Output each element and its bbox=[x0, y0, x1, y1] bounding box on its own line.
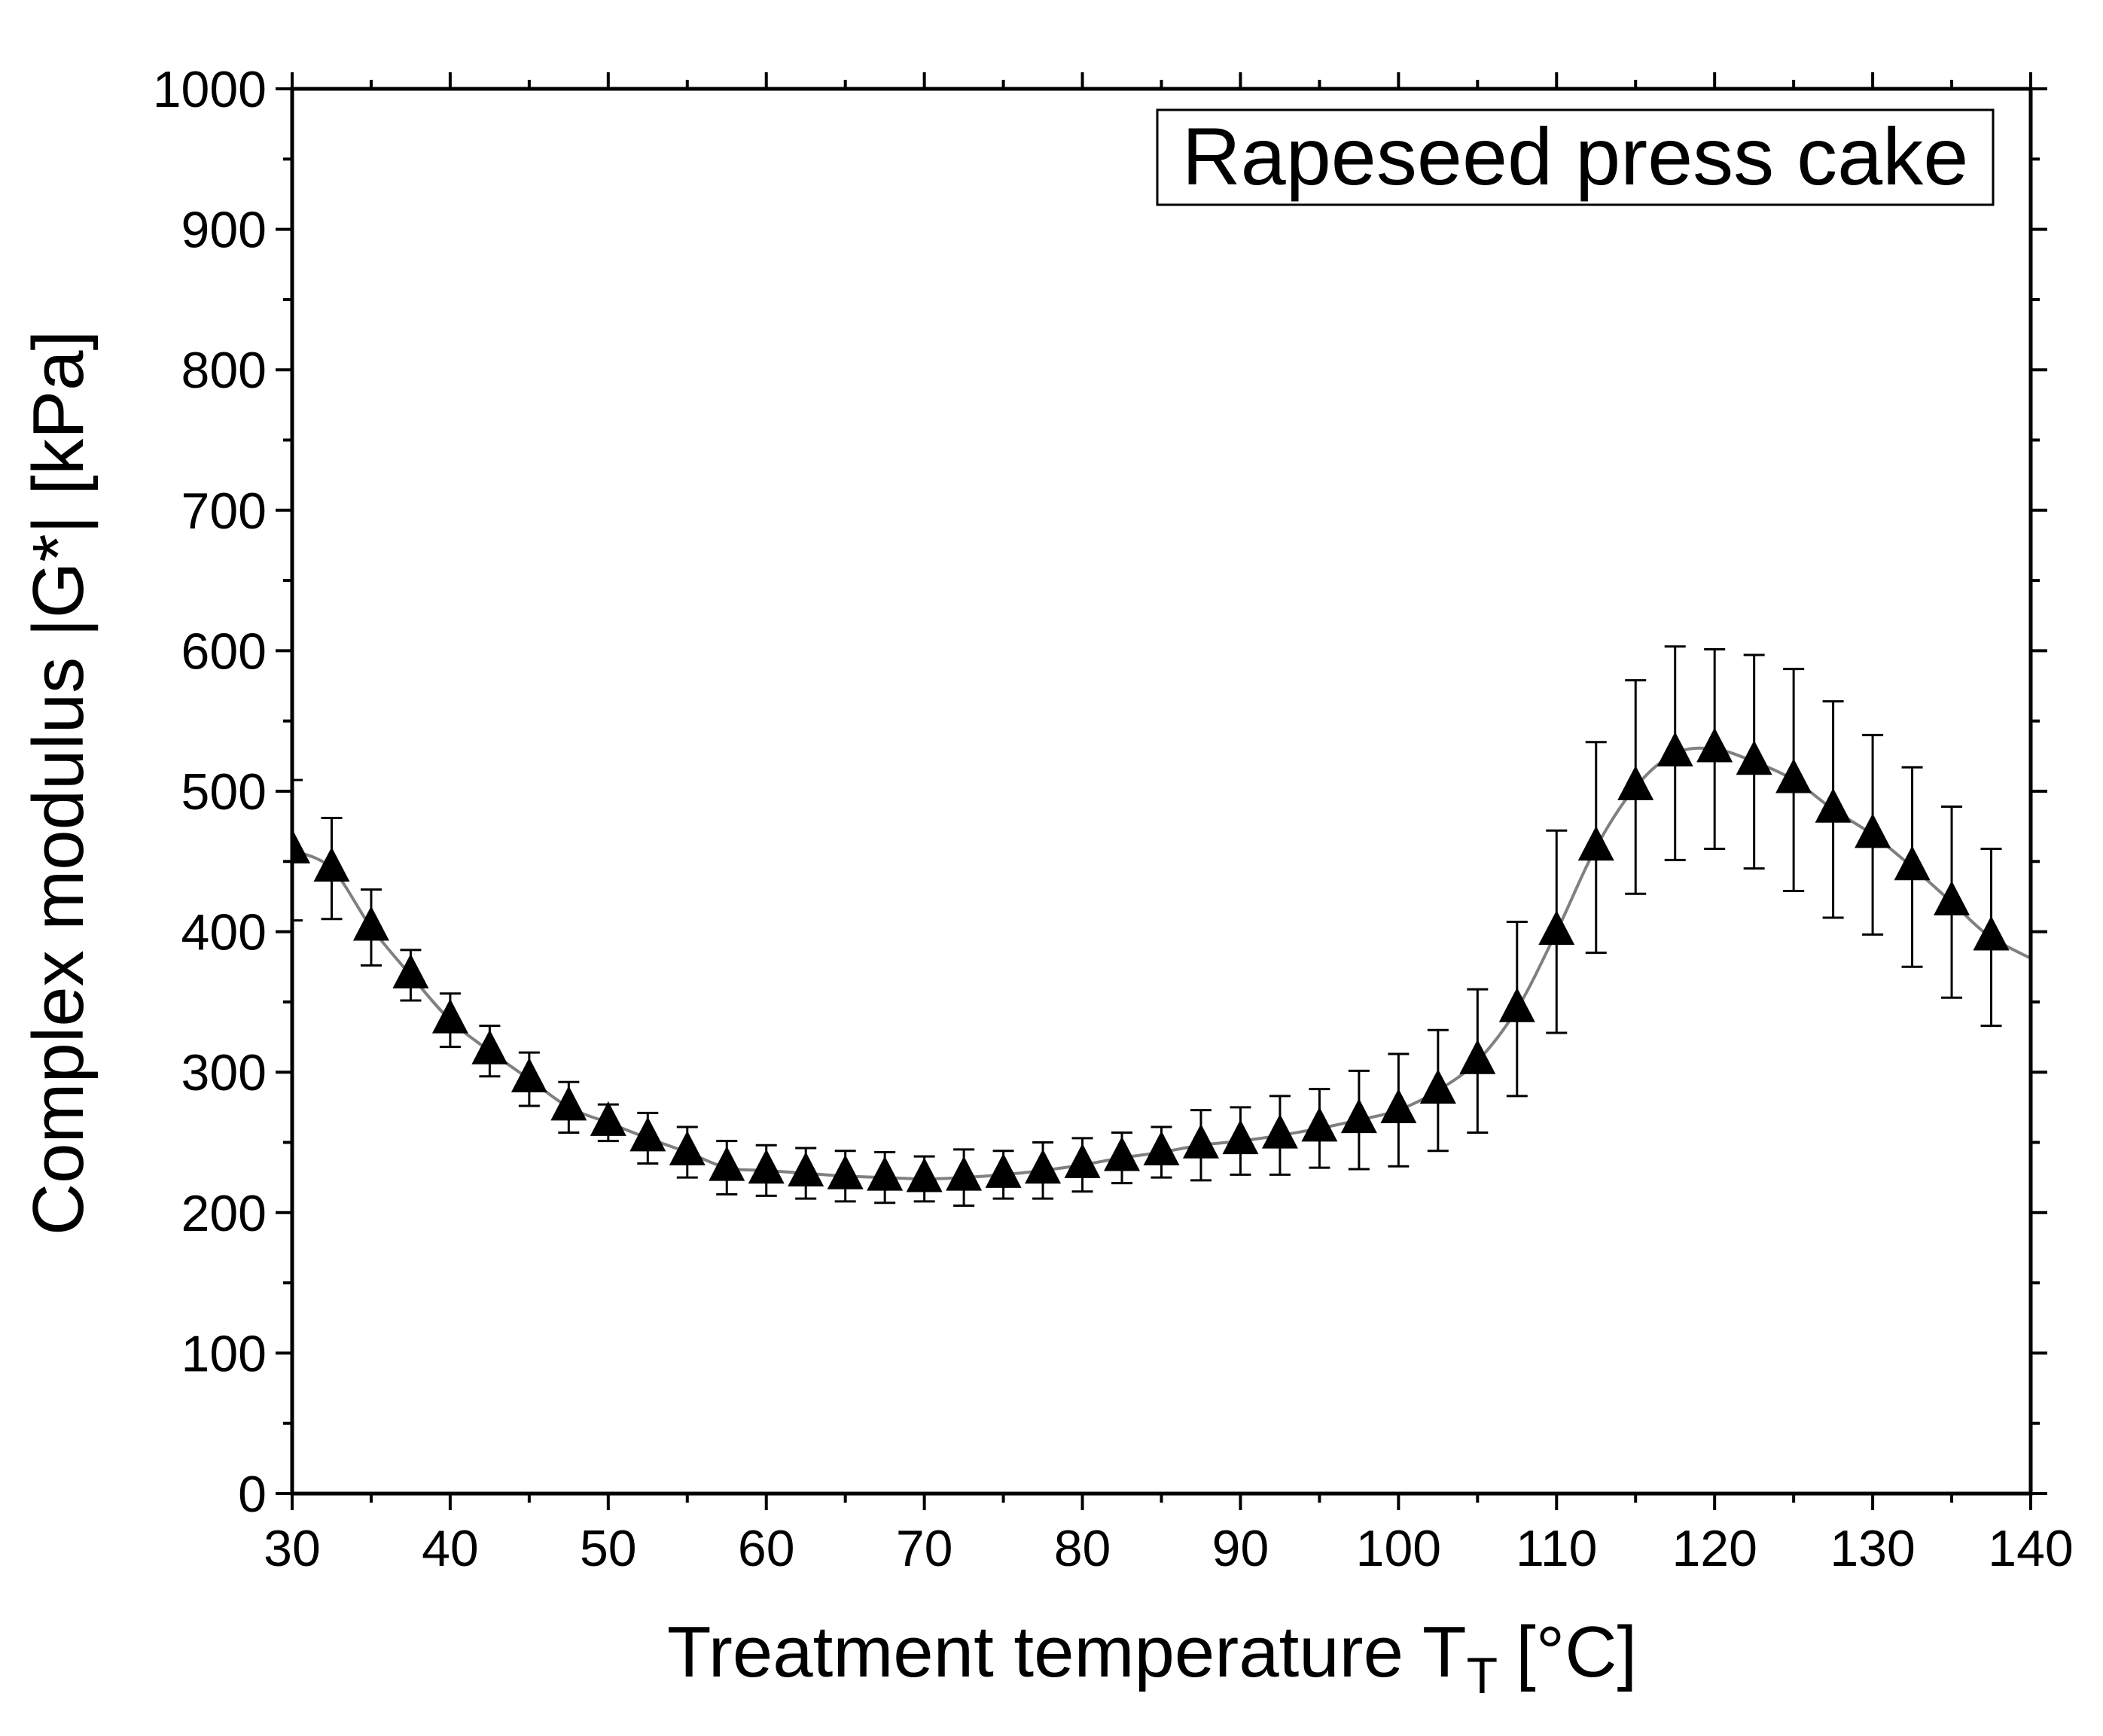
axes: 30 40 50 60 70 80 90 100 110 120 130 140 0 100 200 300 4… bbox=[153, 61, 2074, 1577]
y-tick-label: 700 bbox=[181, 483, 267, 540]
data-point bbox=[1340, 1098, 1377, 1134]
y-tick-label: 0 bbox=[238, 1466, 267, 1523]
x-tick-label: 130 bbox=[1830, 1520, 1915, 1577]
x-tick-label: 80 bbox=[1054, 1520, 1111, 1577]
x-tick-label: 100 bbox=[1356, 1520, 1441, 1577]
data-point bbox=[1617, 765, 1654, 800]
y-tick-label: 1000 bbox=[153, 61, 267, 118]
legend: Rapeseed press cake bbox=[1156, 108, 1995, 206]
error-bar bbox=[292, 778, 303, 922]
data-point bbox=[788, 1152, 824, 1187]
data-point bbox=[1261, 1113, 1298, 1149]
x-axis-title: Treatment temperature TT [°C] bbox=[667, 1612, 1637, 1704]
data-point bbox=[748, 1149, 785, 1184]
data-point bbox=[1894, 845, 1931, 881]
y-tick-label: 100 bbox=[181, 1325, 267, 1382]
data-point bbox=[292, 828, 310, 863]
x-tick-label: 90 bbox=[1212, 1520, 1269, 1577]
x-tick-label: 140 bbox=[1988, 1520, 2073, 1577]
plot-area bbox=[292, 645, 2031, 1207]
data-point bbox=[352, 906, 389, 941]
legend-label: Rapeseed press cake bbox=[1182, 111, 1969, 202]
data-point bbox=[1577, 826, 1614, 861]
y-tick-label: 500 bbox=[181, 763, 267, 821]
plot-frame bbox=[290, 87, 2033, 1496]
x-tick-label: 110 bbox=[1516, 1520, 1597, 1577]
y-tick-label: 400 bbox=[181, 904, 267, 961]
data-point bbox=[1419, 1068, 1456, 1104]
data-point bbox=[1775, 758, 1812, 793]
data-point bbox=[511, 1058, 547, 1093]
data-point bbox=[1222, 1119, 1259, 1155]
x-tick-label: 40 bbox=[422, 1520, 479, 1577]
data-point bbox=[1736, 740, 1772, 775]
data-point bbox=[1934, 880, 1970, 915]
data-point bbox=[1538, 910, 1575, 946]
data-point bbox=[1182, 1123, 1219, 1159]
data-point bbox=[985, 1153, 1022, 1188]
data-point bbox=[1696, 727, 1733, 763]
data-point bbox=[1498, 987, 1535, 1022]
y-tick-label: 300 bbox=[181, 1044, 267, 1101]
y-tick-label: 900 bbox=[181, 202, 267, 259]
data-point bbox=[1143, 1131, 1180, 1166]
x-tick-label: 50 bbox=[580, 1520, 637, 1577]
data-point bbox=[867, 1156, 904, 1191]
data-point bbox=[590, 1101, 626, 1136]
data-point bbox=[1104, 1136, 1141, 1171]
data-point bbox=[906, 1157, 943, 1192]
data-point bbox=[827, 1154, 864, 1189]
x-axis-title-subscript: T bbox=[1467, 1647, 1498, 1704]
data-point bbox=[431, 998, 468, 1034]
data-point bbox=[1973, 915, 2010, 951]
y-tick-label: 800 bbox=[181, 342, 267, 399]
data-point bbox=[1064, 1143, 1101, 1178]
y-tick-label: 200 bbox=[181, 1185, 267, 1242]
data-point bbox=[1380, 1089, 1417, 1124]
data-point bbox=[1656, 732, 1693, 767]
x-tick-label: 30 bbox=[264, 1520, 321, 1577]
data-point bbox=[669, 1131, 706, 1166]
data-point bbox=[392, 953, 429, 988]
data-point bbox=[946, 1156, 983, 1191]
data-point bbox=[313, 847, 350, 882]
data-point bbox=[709, 1146, 745, 1181]
x-tick-label: 120 bbox=[1672, 1520, 1757, 1577]
data-point bbox=[550, 1086, 587, 1121]
y-axis-title: Complex modulus |G*| [kPa] bbox=[18, 330, 99, 1235]
x-tick-label: 60 bbox=[738, 1520, 795, 1577]
x-axis-title-unit: [°C] bbox=[1516, 1612, 1637, 1692]
data-point bbox=[471, 1029, 508, 1064]
x-axis-title-main: Treatment temperature T bbox=[667, 1612, 1467, 1692]
data-point bbox=[1301, 1107, 1338, 1142]
data-point bbox=[629, 1116, 666, 1152]
legend-box bbox=[1156, 108, 1995, 206]
data-point bbox=[1815, 787, 1852, 823]
x-tick-label: 70 bbox=[896, 1520, 953, 1577]
plot-clipped bbox=[292, 645, 2031, 1207]
data-point bbox=[1025, 1149, 1062, 1184]
data-point bbox=[1855, 813, 1891, 848]
data-point bbox=[1459, 1039, 1496, 1074]
y-tick-label: 600 bbox=[181, 623, 267, 680]
